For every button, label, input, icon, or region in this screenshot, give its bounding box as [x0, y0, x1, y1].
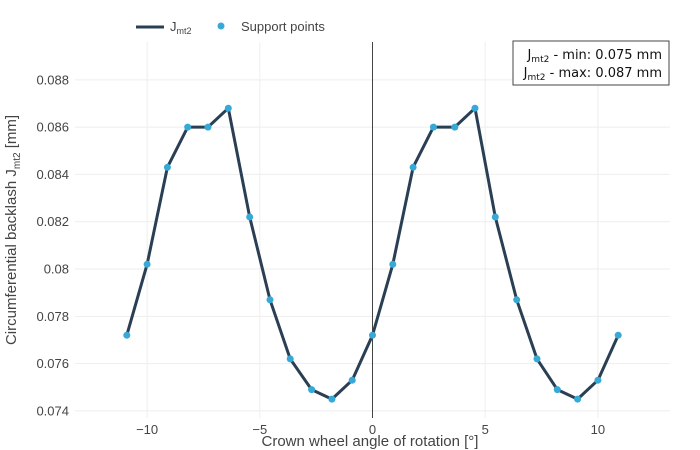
support-point[interactable] — [348, 376, 356, 384]
annotation-min-text: - min: 0.075 mm — [549, 48, 662, 63]
support-point[interactable] — [429, 123, 437, 131]
y-tick-label: 0.084 — [36, 167, 69, 182]
support-point[interactable] — [184, 123, 192, 131]
annotation-min-main: J — [526, 48, 531, 63]
x-tick-label: −5 — [252, 422, 267, 437]
support-point[interactable] — [369, 331, 376, 339]
support-point[interactable] — [163, 163, 171, 171]
legend-jmt2-sub: mt2 — [177, 26, 192, 36]
support-point[interactable] — [614, 331, 622, 339]
x-axis-ticks: −10 −5 0 5 10 — [136, 422, 605, 437]
support-point[interactable] — [409, 163, 417, 171]
support-point[interactable] — [224, 104, 232, 112]
support-point[interactable] — [246, 213, 254, 221]
legend-jmt2-main: J — [170, 19, 177, 34]
annotation-max-main: J — [523, 66, 528, 81]
support-point[interactable] — [143, 260, 151, 268]
support-point[interactable] — [594, 376, 602, 384]
y-tick-label: 0.074 — [36, 403, 69, 418]
support-point[interactable] — [266, 296, 274, 304]
y-tick-label: 0.076 — [36, 356, 69, 371]
support-point[interactable] — [204, 123, 212, 131]
support-point[interactable] — [451, 123, 459, 131]
support-point[interactable] — [123, 331, 131, 339]
y-axis-title-sub: mt2 — [12, 152, 23, 169]
y-tick-label: 0.082 — [36, 214, 69, 229]
minmax-annotation: Jmt2 - min: 0.075 mm Jmt2 - max: 0.087 m… — [512, 40, 670, 86]
plot-area — [123, 104, 622, 403]
x-tick-label: 5 — [482, 422, 489, 437]
y-axis-title: Circumferential backlash Jmt2 [mm] — [3, 115, 23, 345]
support-point[interactable] — [513, 296, 521, 304]
legend: Jmt2 Support points — [136, 19, 325, 36]
support-point[interactable] — [533, 355, 541, 363]
annotation-min: Jmt2 - min: 0.075 mm — [526, 48, 662, 65]
y-axis-title-unit: [mm] — [3, 115, 20, 153]
y-axis-ticks: 0.074 0.076 0.078 0.08 0.082 0.084 0.086 0.088 — [36, 72, 69, 418]
x-tick-label: 0 — [369, 422, 376, 437]
support-point[interactable] — [328, 395, 336, 403]
annotation-min-sub: mt2 — [531, 55, 549, 65]
legend-item-jmt2[interactable]: Jmt2 — [170, 19, 192, 36]
annotation-max-text: - max: 0.087 mm — [546, 66, 662, 81]
annotation-max: Jmt2 - max: 0.087 mm — [523, 66, 662, 83]
annotation-box — [512, 40, 670, 86]
support-point[interactable] — [471, 104, 479, 112]
legend-marker-swatch — [217, 22, 225, 30]
y-axis-title-main: Circumferential backlash J — [3, 169, 20, 345]
support-point[interactable] — [308, 386, 316, 394]
support-point[interactable] — [491, 213, 499, 221]
annotation-max-sub: mt2 — [528, 73, 546, 83]
y-tick-label: 0.088 — [36, 72, 69, 87]
legend-item-support-points[interactable]: Support points — [241, 19, 325, 34]
support-point[interactable] — [389, 260, 397, 268]
x-axis-title: Crown wheel angle of rotation [°] — [262, 433, 479, 450]
y-tick-label: 0.08 — [44, 262, 69, 277]
y-tick-label: 0.078 — [36, 309, 69, 324]
support-point[interactable] — [553, 386, 561, 394]
y-tick-label: 0.086 — [36, 120, 69, 135]
x-tick-label: 10 — [591, 422, 605, 437]
support-point[interactable] — [286, 355, 294, 363]
x-tick-label: −10 — [136, 422, 158, 437]
support-point[interactable] — [574, 395, 582, 403]
